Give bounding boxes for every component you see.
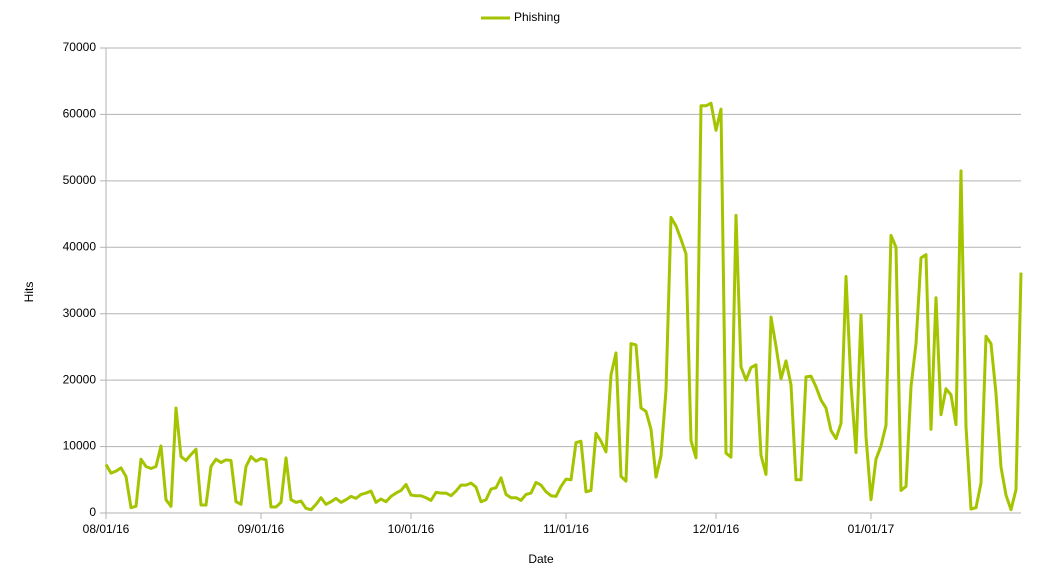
y-tick-label: 10000 bbox=[63, 439, 97, 453]
legend-label: Phishing bbox=[514, 10, 560, 24]
y-tick-label: 30000 bbox=[63, 306, 97, 320]
x-tick-label: 09/01/16 bbox=[238, 522, 285, 536]
x-tick-label: 12/01/16 bbox=[693, 522, 740, 536]
y-tick-label: 40000 bbox=[63, 239, 97, 253]
line-series bbox=[104, 101, 1023, 512]
y-tick-label: 0 bbox=[89, 505, 96, 519]
y-tick-label: 50000 bbox=[63, 173, 97, 187]
y-tick-label: 20000 bbox=[63, 372, 97, 386]
x-tick-label: 08/01/16 bbox=[83, 522, 130, 536]
y-axis-title: Hits bbox=[22, 282, 36, 303]
y-tick-label: 70000 bbox=[63, 40, 97, 54]
x-tick-label: 10/01/16 bbox=[388, 522, 435, 536]
y-tick-label: 60000 bbox=[63, 107, 97, 121]
x-axis-title: Date bbox=[528, 552, 554, 566]
x-tick-label: 01/01/17 bbox=[848, 522, 895, 536]
x-tick-label: 11/01/16 bbox=[543, 522, 589, 536]
